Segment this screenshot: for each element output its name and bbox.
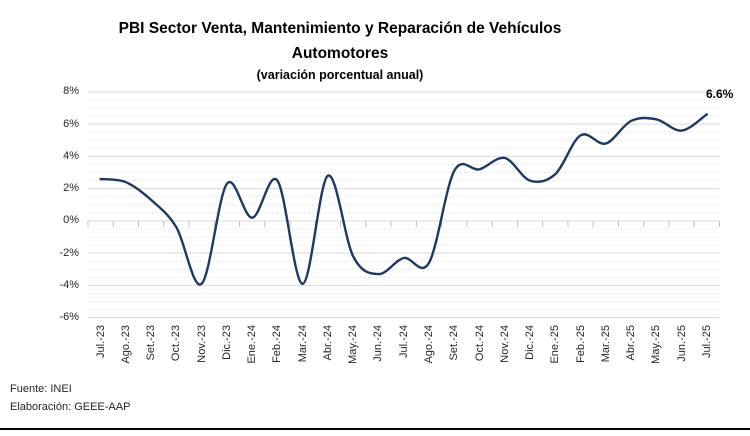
x-axis-label: Oct.-23 xyxy=(170,325,183,362)
x-axis-label: Nov.-24 xyxy=(498,325,511,363)
x-axis-label: Dic.-23 xyxy=(220,325,233,360)
x-axis-label: Mar.-25 xyxy=(599,325,612,363)
x-axis-label: Feb.-24 xyxy=(271,325,284,363)
chart-title: PBI Sector Venta, Mantenimiento y Repara… xyxy=(0,16,680,66)
x-axis-label: Dic.-24 xyxy=(524,325,537,360)
y-axis-label: -2% xyxy=(59,246,79,259)
x-axis-label: Ene.-24 xyxy=(246,325,259,364)
y-axis-label: 8% xyxy=(63,85,79,98)
x-axis-label: Mar.-24 xyxy=(296,325,309,363)
x-axis-label: Nov.-23 xyxy=(195,325,208,363)
x-axis-label: Abr.-24 xyxy=(321,325,334,361)
x-axis-label: Jun.-25 xyxy=(675,325,688,362)
x-axis-label: Jun.-24 xyxy=(372,325,385,362)
x-axis-label: Abr.-25 xyxy=(625,325,638,361)
bottom-divider xyxy=(0,428,750,430)
x-axis-label: Ene.-25 xyxy=(549,325,562,364)
x-axis-label: Feb.-25 xyxy=(574,325,587,363)
x-axis-label: Set.-24 xyxy=(448,325,461,361)
x-axis-label: May.-24 xyxy=(347,325,360,364)
y-axis-label: 6% xyxy=(63,117,79,130)
y-axis-label: 0% xyxy=(63,214,79,227)
x-axis-label: Jul.-23 xyxy=(94,325,107,359)
x-axis-label: Jul.-24 xyxy=(397,325,410,359)
end-value-label: 6.6% xyxy=(706,87,734,101)
x-axis-label: Jul.-25 xyxy=(700,325,713,359)
chart-subtitle: (variación porcentual anual) xyxy=(256,68,424,82)
x-axis-label: Set.-23 xyxy=(145,325,158,361)
x-axis-label: Ago.-23 xyxy=(119,325,132,364)
y-axis-label: 4% xyxy=(63,149,79,162)
elaboration-note: Elaboración: GEEE-AAP xyxy=(10,401,131,413)
y-axis-label: 2% xyxy=(63,182,79,195)
y-axis-label: -6% xyxy=(59,311,79,324)
chart-title-line2: Automotores xyxy=(291,45,389,62)
y-axis-label: -4% xyxy=(59,278,79,291)
x-axis-label: Oct.-24 xyxy=(473,325,486,362)
trend-line xyxy=(99,113,708,286)
x-axis-label: May.-25 xyxy=(650,325,663,364)
x-axis-label: Ago.-24 xyxy=(422,325,435,364)
chart-title-line1: PBI Sector Venta, Mantenimiento y Repara… xyxy=(118,20,562,37)
source-note: Fuente: INEI xyxy=(10,383,72,395)
